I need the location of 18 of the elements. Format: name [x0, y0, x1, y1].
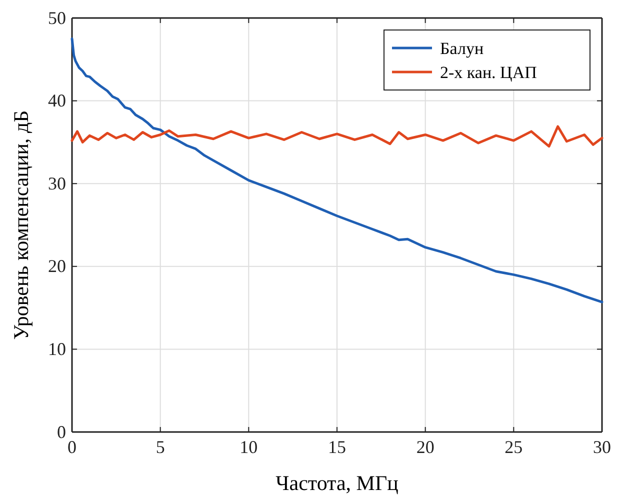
x-tick-label: 15	[328, 436, 346, 457]
y-axis-title: Уровень компенсации, дБ	[9, 110, 33, 340]
x-tick-label: 20	[416, 436, 434, 457]
line-series	[70, 125, 604, 148]
y-tick-label: 30	[48, 173, 66, 194]
y-tick-label: 10	[48, 338, 66, 359]
x-tick-label: 25	[504, 436, 523, 457]
legend-label: Балун	[440, 39, 484, 58]
x-axis-title: Частота, МГц	[276, 471, 398, 495]
y-tick-label: 0	[57, 422, 66, 442]
y-tick-label: 40	[48, 90, 66, 111]
legend-label: 2-х кан. ЦАП	[440, 63, 537, 82]
x-tick-label: 10	[240, 436, 258, 457]
y-tick-label: 20	[48, 256, 66, 276]
x-tick-label: 5	[156, 436, 165, 457]
y-tick-label: 50	[48, 8, 66, 28]
line-series	[70, 37, 604, 304]
x-tick-label: 30	[593, 436, 611, 457]
